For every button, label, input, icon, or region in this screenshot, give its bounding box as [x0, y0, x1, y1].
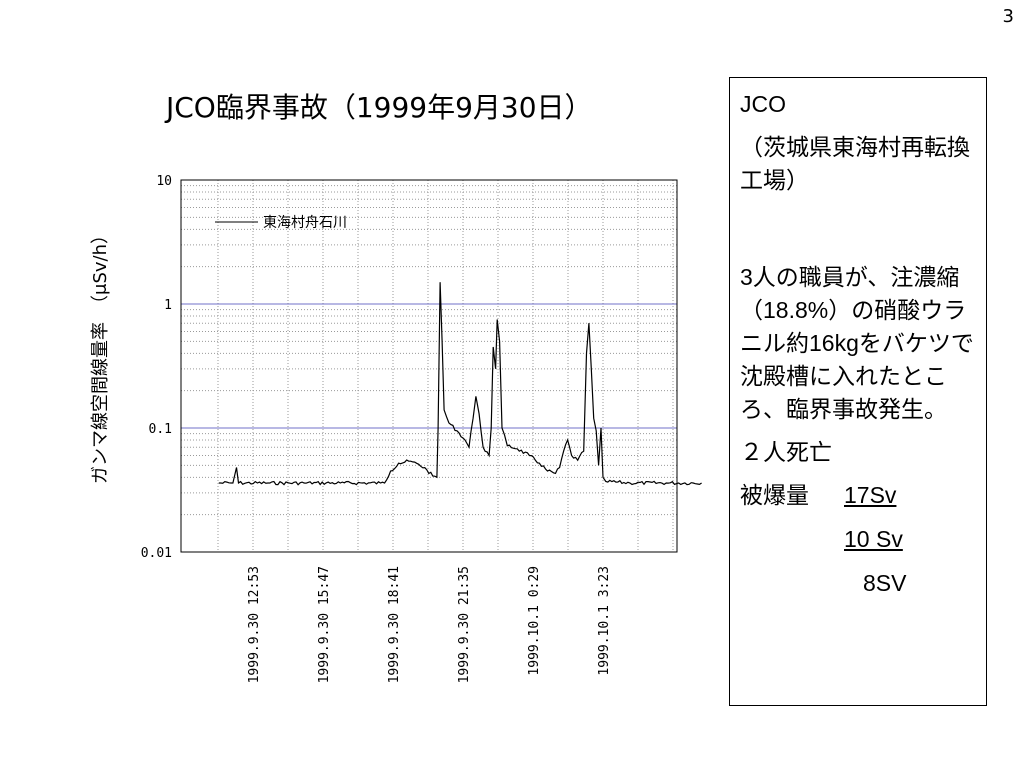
exposure-label: 被爆量: [740, 482, 809, 508]
exposure-value-3: 8SV: [863, 570, 907, 596]
x-tick-label: 1999.9.30 21:35: [457, 566, 472, 683]
x-tick-label: 1999.9.30 15:47: [317, 566, 332, 683]
y-tick-label: 0.1: [149, 422, 172, 437]
legend-label: 東海村舟石川: [263, 215, 347, 231]
y-tick-label: 0.01: [141, 546, 172, 561]
incident-description: 3人の職員が、注濃縮（18.8%）の硝酸ウラニル約16kgをバケツで沈殿槽に入れ…: [740, 264, 974, 422]
x-tick-label: 1999.10.1 0:29: [527, 566, 542, 676]
major-gridlines: [181, 303, 677, 429]
page-number: 3: [1002, 6, 1014, 27]
deaths: ２人死亡: [740, 439, 832, 465]
legend: 東海村舟石川: [215, 215, 347, 231]
location: （茨城県東海村再転換工場）: [740, 134, 970, 193]
company-name: JCO: [740, 91, 786, 117]
y-tick-label: 10: [156, 174, 172, 189]
slide-title: JCO臨界事故（1999年9月30日）: [166, 91, 593, 124]
exposure-value-1: 17Sv: [844, 482, 897, 508]
x-tick-label: 1999.10.1 3:23: [597, 566, 612, 676]
info-panel: JCO （茨城県東海村再転換工場） 3人の職員が、注濃縮（18.8%）の硝酸ウラ…: [729, 77, 987, 706]
series-line-funaishikawa: [218, 282, 702, 486]
y-axis-label: ガンマ線空間線量率 （μSv/h）: [90, 226, 111, 484]
x-tick-labels: 1999.9.30 12:53 1999.9.30 15:47 1999.9.30 …: [247, 566, 612, 683]
plot-frame: [180, 179, 678, 553]
y-tick-labels: 10 1 0.1 0.01: [141, 174, 172, 561]
x-tick-label: 1999.9.30 18:41: [387, 566, 402, 683]
dose-row-1: 被爆量 17Sv: [740, 479, 976, 523]
exposure-value-2: 10 Sv: [844, 526, 903, 552]
minor-gridlines: [181, 180, 677, 552]
y-tick-label: 1: [164, 298, 172, 313]
x-tick-label: 1999.9.30 12:53: [247, 566, 262, 683]
dose-row-3: 8SV: [740, 567, 976, 611]
dose-row-2: 10 Sv: [740, 523, 976, 567]
